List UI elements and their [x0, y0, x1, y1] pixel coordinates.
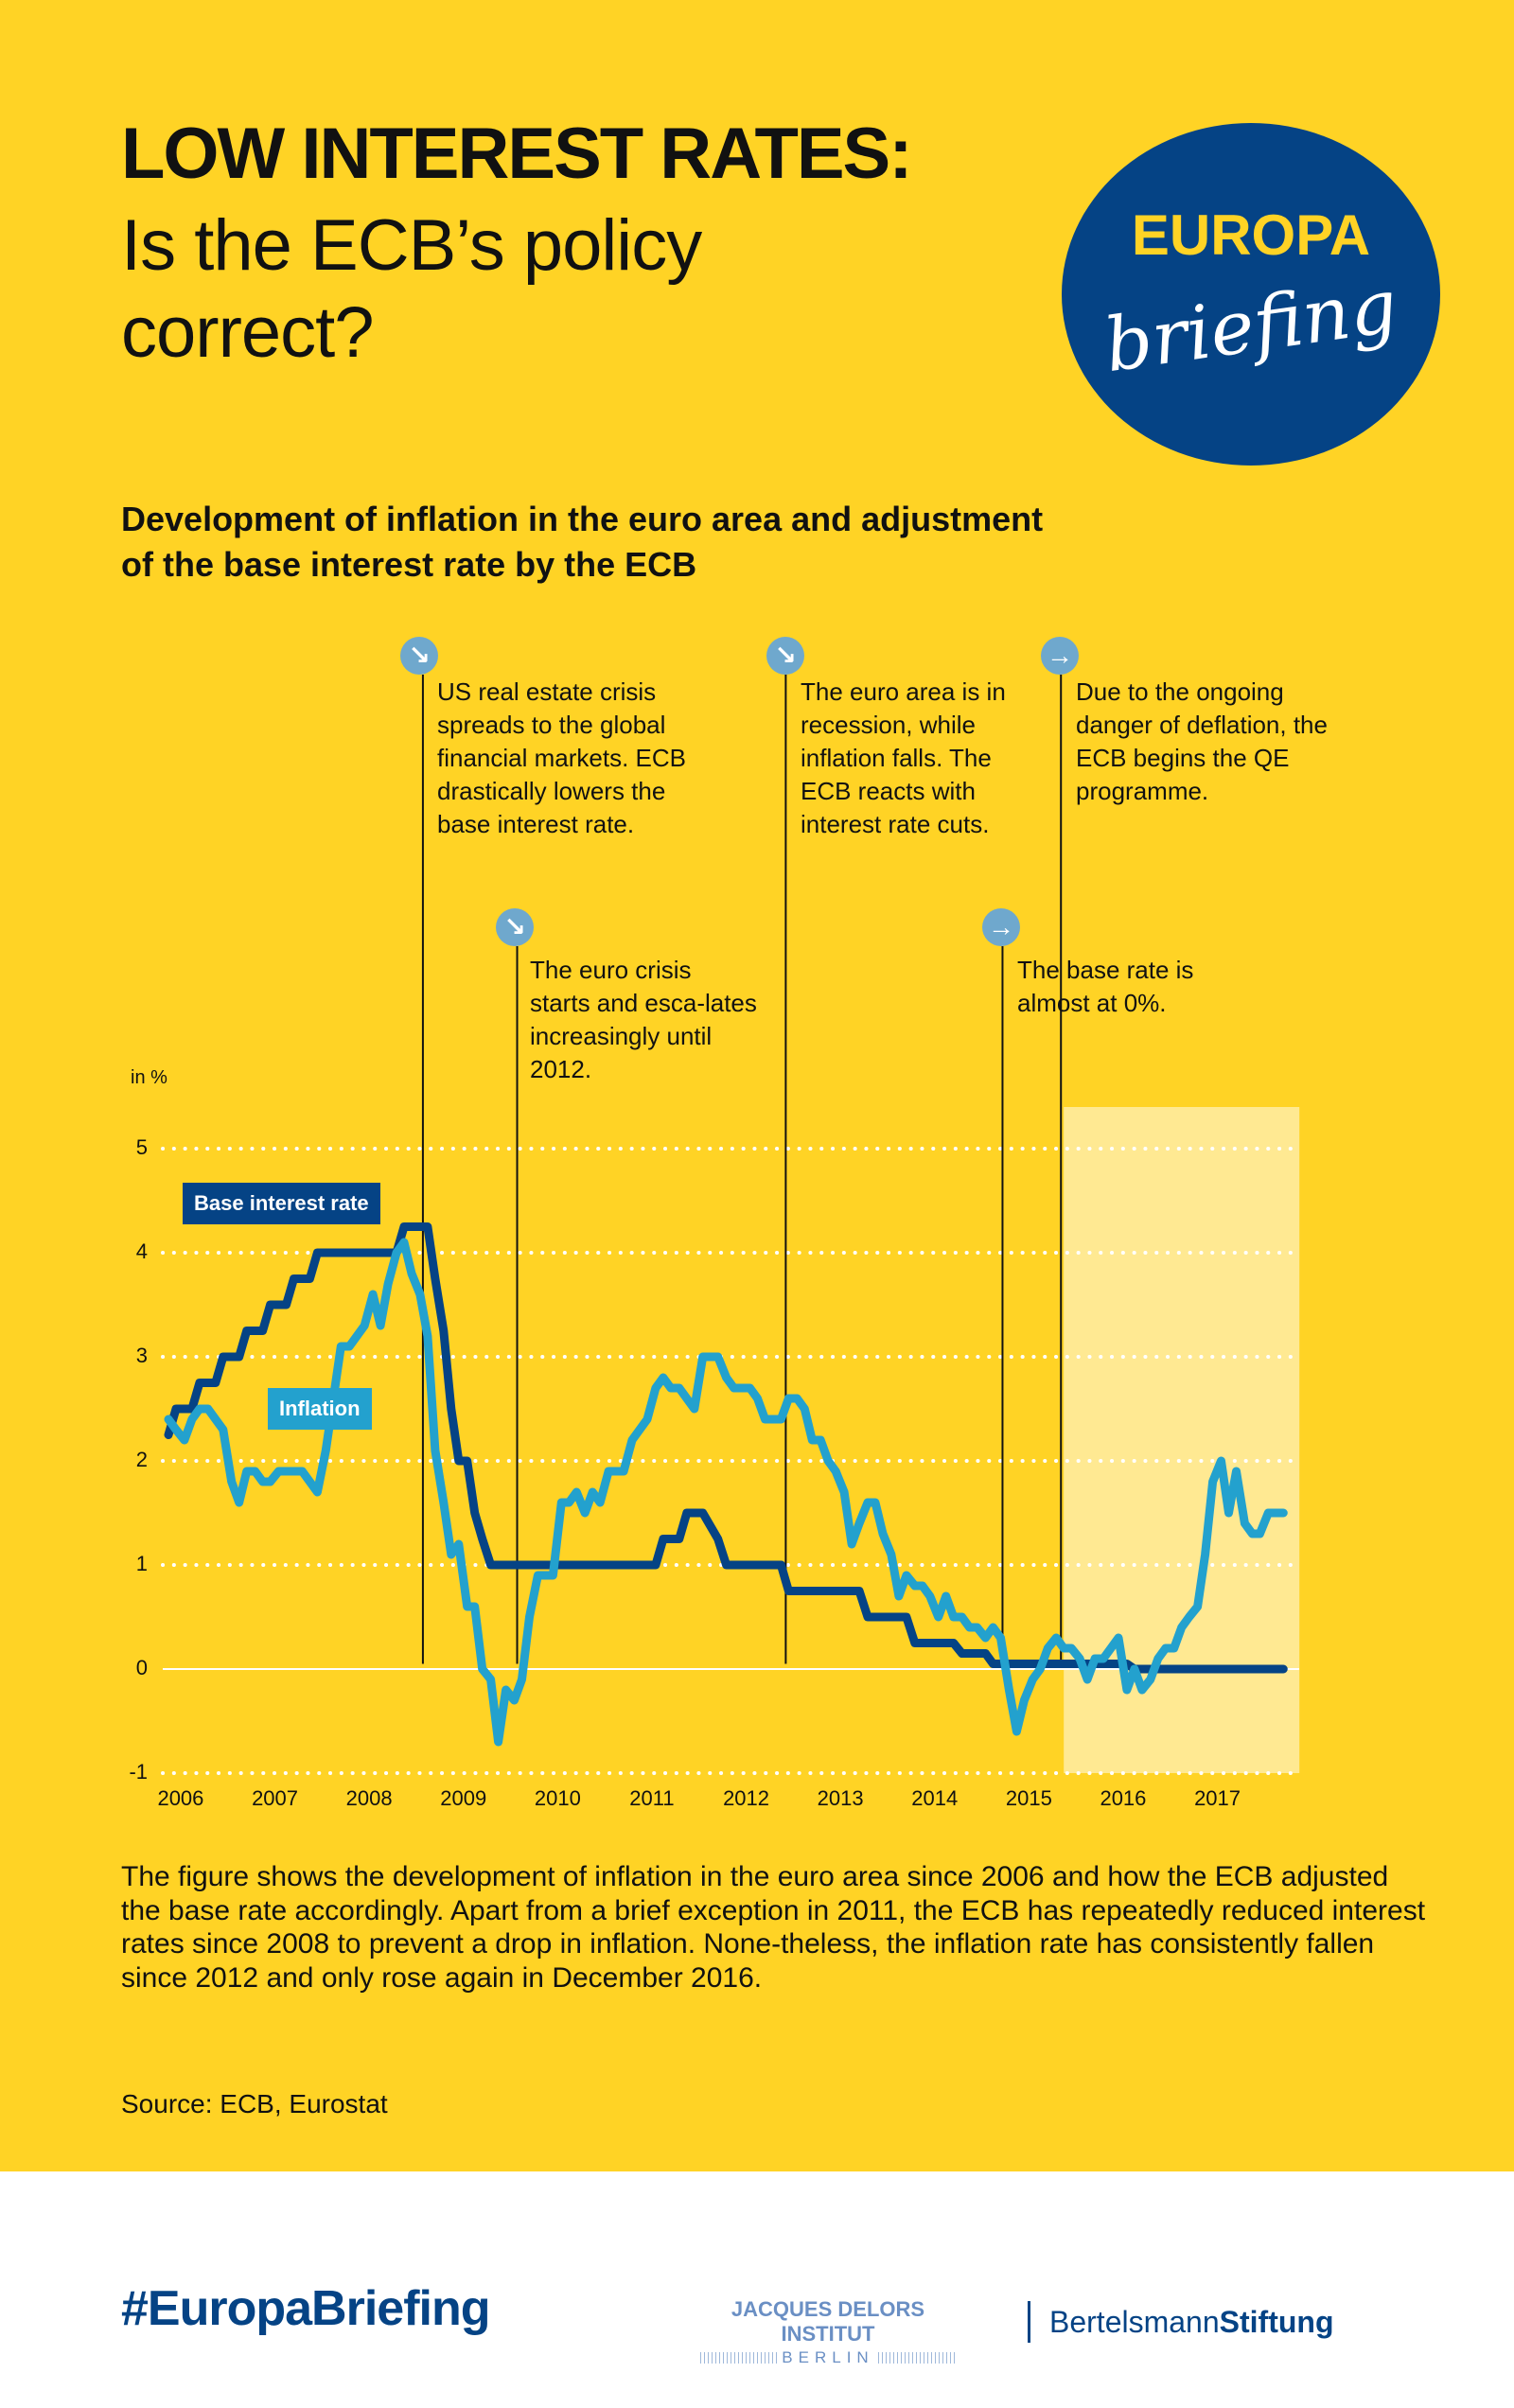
y-tick-label: 2: [135, 1448, 148, 1471]
y-tick-label: 3: [135, 1344, 148, 1367]
x-tick-label: 2010: [534, 1786, 581, 1810]
arrow-down-right-icon: ↘: [400, 637, 438, 675]
hashtag-europabriefing[interactable]: #EuropaBriefing: [121, 2281, 490, 2336]
chart-description: The figure shows the development of infl…: [121, 1861, 1426, 1994]
jacques-delors-institut-logo: JACQUES DELORS INSTITUT BERLIN: [700, 2297, 956, 2367]
y-tick-label: 1: [135, 1552, 148, 1575]
legend-inflation: Inflation: [268, 1388, 372, 1430]
series-line-inflation: [164, 1238, 1288, 1747]
x-tick-label: 2016: [1100, 1786, 1147, 1810]
annotation-base-rate-zero: The base rate is almost at 0%.: [1017, 956, 1194, 1017]
arrow-right-icon: →: [1041, 637, 1079, 675]
x-tick-label: 2008: [345, 1786, 393, 1810]
y-tick-label: -1: [129, 1760, 148, 1784]
y-tick-label: 0: [135, 1656, 148, 1679]
annotation-recession: The euro area is in recession, while inf…: [801, 677, 1006, 838]
line-chart: [161, 675, 1301, 1775]
y-axis-unit-label: in %: [131, 1067, 167, 1088]
x-tick-label: 2015: [1005, 1786, 1052, 1810]
page-title: LOW INTEREST RATES:: [121, 114, 913, 194]
x-tick-label: 2017: [1194, 1786, 1241, 1810]
y-tick-label: 5: [135, 1135, 148, 1159]
annotation-financial-crisis: US real estate crisis spreads to the glo…: [437, 677, 686, 838]
x-tick-label: 2006: [157, 1786, 204, 1810]
y-tick-label: 4: [135, 1239, 148, 1263]
x-tick-label: 2014: [911, 1786, 959, 1810]
annotation-euro-crisis: The euro crisis starts and esca-lates in…: [530, 956, 757, 1083]
series-line-base-interest-rate: [164, 1222, 1288, 1674]
page-subtitle-question: Is the ECB’s policy correct?: [121, 205, 702, 373]
x-tick-label: 2009: [440, 1786, 487, 1810]
x-tick-label: 2013: [817, 1786, 864, 1810]
arrow-down-right-icon: ↘: [766, 637, 804, 675]
bs-bold-text: Stiftung: [1219, 2305, 1334, 2339]
bs-regular-text: Bertelsmann: [1049, 2305, 1220, 2339]
arrow-down-right-icon: ↘: [496, 908, 534, 946]
logo-europa-text: EUROPA: [1131, 203, 1371, 267]
jdi-city-text: BERLIN: [778, 2348, 878, 2366]
x-tick-label: 2011: [629, 1786, 675, 1810]
source-note: Source: ECB, Eurostat: [121, 2089, 388, 2118]
legend-base-interest-rate: Base interest rate: [183, 1183, 380, 1224]
arrow-right-icon: →: [982, 908, 1020, 946]
chart-title: Development of inflation in the euro are…: [121, 500, 1044, 584]
jdi-city: BERLIN: [700, 2348, 956, 2367]
europa-briefing-logo: EUROPA briefing: [1062, 123, 1440, 466]
jdi-name: JACQUES DELORS INSTITUT: [731, 2297, 925, 2346]
bertelsmann-stiftung-logo: BertelsmannStiftung: [1028, 2301, 1333, 2343]
annotation-qe-programme: Due to the ongoing danger of deflation, …: [1076, 677, 1328, 805]
x-tick-label: 2012: [723, 1786, 770, 1810]
x-tick-label: 2007: [252, 1786, 299, 1810]
